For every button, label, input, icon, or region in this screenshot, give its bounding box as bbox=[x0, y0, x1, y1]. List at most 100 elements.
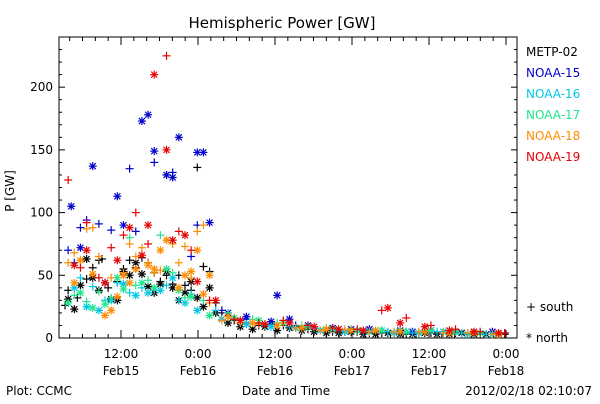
point-north bbox=[70, 261, 79, 270]
point-south bbox=[316, 326, 325, 335]
point-north bbox=[310, 322, 319, 331]
point-north bbox=[193, 306, 202, 315]
point-north bbox=[205, 283, 214, 292]
point-south bbox=[70, 291, 79, 300]
point-north bbox=[76, 243, 85, 252]
point-north bbox=[396, 318, 405, 327]
point-north bbox=[162, 265, 171, 274]
point-north bbox=[420, 322, 429, 331]
point-north bbox=[199, 290, 208, 299]
point-north bbox=[402, 327, 411, 336]
point-north bbox=[113, 192, 122, 201]
point-north bbox=[144, 221, 153, 230]
point-north bbox=[119, 271, 128, 280]
plot-points bbox=[61, 51, 509, 339]
legend-entry: METP-02 bbox=[526, 45, 578, 59]
point-north bbox=[125, 278, 134, 287]
point-north bbox=[88, 162, 97, 171]
point-south bbox=[174, 227, 183, 236]
point-north bbox=[273, 291, 282, 300]
point-north bbox=[119, 280, 128, 289]
point-north bbox=[248, 318, 257, 327]
point-south bbox=[131, 227, 140, 236]
y-tick-label: 150 bbox=[30, 143, 53, 157]
legend-entry: NOAA-16 bbox=[526, 87, 580, 101]
point-north bbox=[346, 326, 355, 335]
point-north bbox=[144, 261, 153, 270]
point-south bbox=[199, 221, 208, 230]
point-north bbox=[205, 218, 214, 227]
point-north bbox=[494, 328, 503, 337]
point-north bbox=[82, 246, 91, 255]
point-north bbox=[420, 327, 429, 336]
point-south bbox=[70, 248, 79, 257]
x-tick-time-label: 12:00 bbox=[412, 347, 447, 361]
point-north bbox=[174, 283, 183, 292]
point-south bbox=[64, 175, 73, 184]
point-north bbox=[76, 256, 85, 265]
point-south bbox=[365, 327, 374, 336]
point-south bbox=[94, 219, 103, 228]
point-north bbox=[267, 322, 276, 331]
point-south bbox=[156, 266, 165, 275]
marker-legend-entry: + south bbox=[526, 300, 573, 314]
point-north bbox=[113, 273, 122, 282]
point-south bbox=[402, 313, 411, 322]
marker-legend: + south * north bbox=[526, 300, 573, 345]
footer-timestamp: 2012/02/18 02:10:07 bbox=[465, 384, 592, 398]
legend-entry: NOAA-19 bbox=[526, 150, 580, 164]
point-north bbox=[156, 286, 165, 295]
point-north bbox=[187, 267, 196, 276]
point-north bbox=[168, 273, 177, 282]
point-south bbox=[131, 208, 140, 217]
point-south bbox=[174, 296, 183, 305]
point-south bbox=[94, 252, 103, 261]
point-south bbox=[150, 158, 159, 167]
point-south bbox=[137, 243, 146, 252]
point-south bbox=[64, 246, 73, 255]
point-north bbox=[242, 312, 251, 321]
point-south bbox=[144, 276, 153, 285]
point-north bbox=[113, 292, 122, 301]
point-north bbox=[180, 271, 189, 280]
point-north bbox=[119, 285, 128, 294]
point-north bbox=[156, 246, 165, 255]
point-north bbox=[396, 327, 405, 336]
point-north bbox=[88, 303, 97, 312]
y-tick-label: 0 bbox=[45, 331, 53, 345]
point-north bbox=[273, 321, 282, 330]
point-north bbox=[174, 133, 183, 142]
x-tick-time-label: 0:00 bbox=[493, 347, 520, 361]
point-north bbox=[205, 311, 214, 320]
x-tick-date-label: Feb15 bbox=[103, 364, 140, 378]
point-south bbox=[82, 218, 91, 227]
point-south bbox=[180, 281, 189, 290]
point-north bbox=[150, 283, 159, 292]
point-north bbox=[131, 265, 140, 274]
point-south bbox=[162, 51, 171, 60]
point-south bbox=[94, 287, 103, 296]
point-north bbox=[205, 271, 214, 280]
point-north bbox=[150, 70, 159, 79]
point-south bbox=[193, 227, 202, 236]
point-south bbox=[193, 163, 202, 172]
point-north bbox=[322, 325, 331, 334]
point-north bbox=[70, 283, 79, 292]
point-south bbox=[180, 293, 189, 302]
x-tick-date-label: Feb18 bbox=[488, 364, 525, 378]
x-tick-date-label: Feb17 bbox=[334, 364, 371, 378]
point-north bbox=[180, 298, 189, 307]
point-north bbox=[76, 288, 85, 297]
legend-entry: NOAA-18 bbox=[526, 129, 580, 143]
point-north bbox=[88, 270, 97, 279]
point-north bbox=[180, 231, 189, 240]
point-north bbox=[144, 110, 153, 119]
legend: METP-02 NOAA-15 NOAA-16 NOAA-17 NOAA-18 NOAA-… bbox=[526, 45, 580, 164]
point-south bbox=[254, 318, 263, 327]
point-north bbox=[371, 326, 380, 335]
point-north bbox=[445, 326, 454, 335]
point-south bbox=[82, 297, 91, 306]
legend-entry: NOAA-15 bbox=[526, 66, 580, 80]
point-north bbox=[101, 278, 110, 287]
point-north bbox=[236, 316, 245, 325]
